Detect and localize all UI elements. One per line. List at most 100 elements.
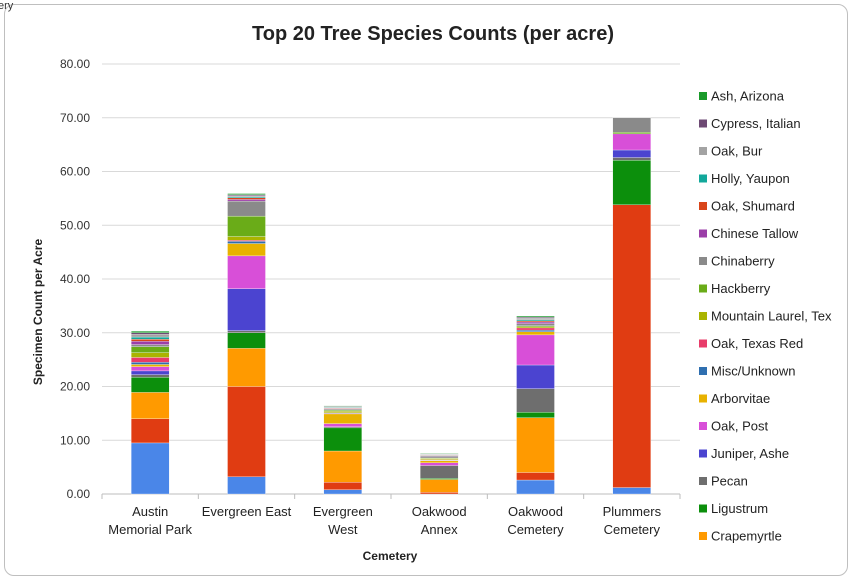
legend-label: Crapemyrtle: [711, 529, 782, 544]
bar-segment: [420, 462, 459, 466]
bar-segment: [131, 339, 170, 342]
x-tick-label: Evergreen: [313, 504, 373, 519]
bar-segment: [323, 426, 362, 429]
x-tick-label: Memorial Park: [108, 522, 192, 537]
bar-segment: [420, 452, 459, 454]
bar-segment: [516, 318, 555, 320]
bar-segment: [612, 487, 651, 495]
x-tick-label: Plummers: [603, 504, 662, 519]
legend-label: Ash, Arizona: [711, 89, 785, 104]
bar-segment: [131, 370, 170, 375]
bar-segment: [227, 288, 266, 331]
y-axis-title: Specimen Count per Acre: [31, 239, 45, 386]
bar-segment: [323, 482, 362, 490]
bar-segment: [516, 319, 555, 322]
legend-swatch: [699, 422, 707, 430]
legend-label: Pecan: [711, 474, 748, 489]
bar-segment: [323, 408, 362, 411]
legend-swatch: [699, 92, 707, 100]
bar-segment: [227, 241, 266, 244]
bar-segment: [131, 344, 170, 347]
bar-segment: [227, 215, 266, 237]
bar-segment: [131, 334, 170, 338]
bar-segment: [323, 427, 362, 452]
bar-segment: [516, 317, 555, 319]
legend-label: Mountain Laurel, Tex: [711, 309, 832, 324]
x-tick-label: Austin: [132, 504, 168, 519]
x-tick-labels: Austin Memorial Park Evergreen East Evergre…: [101, 494, 681, 537]
bar-segment: [227, 476, 266, 495]
bar-segment: [516, 320, 555, 323]
bar-segment: [227, 195, 266, 197]
legend: Ash, Arizona Cypress, Italian Oak, Bur Holl…: [699, 89, 832, 544]
legend-label: Arborvitae: [711, 391, 770, 406]
bar-segment: [227, 330, 266, 333]
bar-segment: [323, 413, 362, 424]
bar-segment: [323, 411, 362, 413]
bar-segment: [516, 323, 555, 326]
legend-swatch: [699, 449, 707, 458]
bar-segment: [612, 157, 651, 161]
bar-segment: [516, 417, 555, 473]
legend-label: Juniper, Ashe: [711, 446, 789, 461]
bar-segment: [227, 197, 266, 200]
bar-segment: [612, 204, 651, 488]
legend-label: Cypress, Italian: [711, 116, 801, 131]
bar-segment: [131, 374, 170, 378]
y-tick-label: 80.00: [60, 57, 90, 71]
bar-segment: [516, 334, 555, 366]
bar-segment: [227, 240, 266, 242]
bar-segment: [227, 348, 266, 387]
bar-segment: [131, 442, 170, 495]
y-tick-label: 60.00: [60, 165, 90, 179]
bar-segment: [131, 364, 170, 367]
bar-segment: [323, 489, 362, 495]
legend-swatch: [699, 257, 707, 265]
legend-swatch: [699, 339, 707, 348]
bar-segment: [612, 133, 651, 151]
bar-segment: [420, 465, 459, 479]
legend-swatch: [699, 119, 707, 128]
bar-segment: [131, 346, 170, 353]
bar-segment: [227, 193, 266, 195]
legend-label: Holly, Yaupon: [711, 171, 790, 186]
y-tick-labels: 0.00 10.00 20.00 30.00 40.00 50.00 60.00 70.00 8…: [60, 57, 90, 501]
x-tick-label: Oakwood: [508, 504, 563, 519]
x-tick-label: Oakwood: [412, 504, 467, 519]
legend-swatch: [699, 312, 707, 320]
legend-label: Ligustrum: [711, 501, 768, 516]
bar-segment: [516, 315, 555, 318]
legend-label: Chinaberry: [711, 254, 775, 269]
bar-segment: [131, 377, 170, 393]
x-tick-label: Annex: [421, 522, 458, 537]
legend-swatch: [699, 504, 707, 513]
legend-label: Oak, Texas Red: [711, 336, 803, 351]
x-tick-label: West: [328, 522, 358, 537]
bar-segment: [516, 329, 555, 332]
legend-swatch: [699, 367, 707, 375]
bar-segment: [420, 492, 459, 495]
x-axis-title: Cemetery: [363, 549, 418, 563]
bar-segment: [131, 366, 170, 372]
bar-segment: [516, 327, 555, 331]
legend-label: Oak, Post: [711, 419, 768, 434]
bar-segment: [323, 405, 362, 407]
bar-segment: [612, 149, 651, 158]
bar-segment: [516, 472, 555, 481]
legend-swatch: [699, 284, 707, 293]
y-tick-label: 40.00: [60, 272, 90, 286]
bar-segment: [131, 332, 170, 335]
bar-segment: [227, 194, 266, 196]
bars: [131, 117, 651, 495]
bar-segment: [227, 200, 266, 217]
legend-swatch: [699, 174, 707, 183]
legend-swatch: [699, 532, 707, 540]
bar-segment: [516, 479, 555, 495]
x-tick-label: Cemetery: [604, 522, 661, 537]
legend-swatch: [699, 229, 707, 238]
bar-segment: [612, 117, 651, 133]
bar-segment: [612, 160, 651, 205]
x-tick-label: Evergreen East: [202, 504, 292, 519]
y-tick-label: 70.00: [60, 111, 90, 125]
